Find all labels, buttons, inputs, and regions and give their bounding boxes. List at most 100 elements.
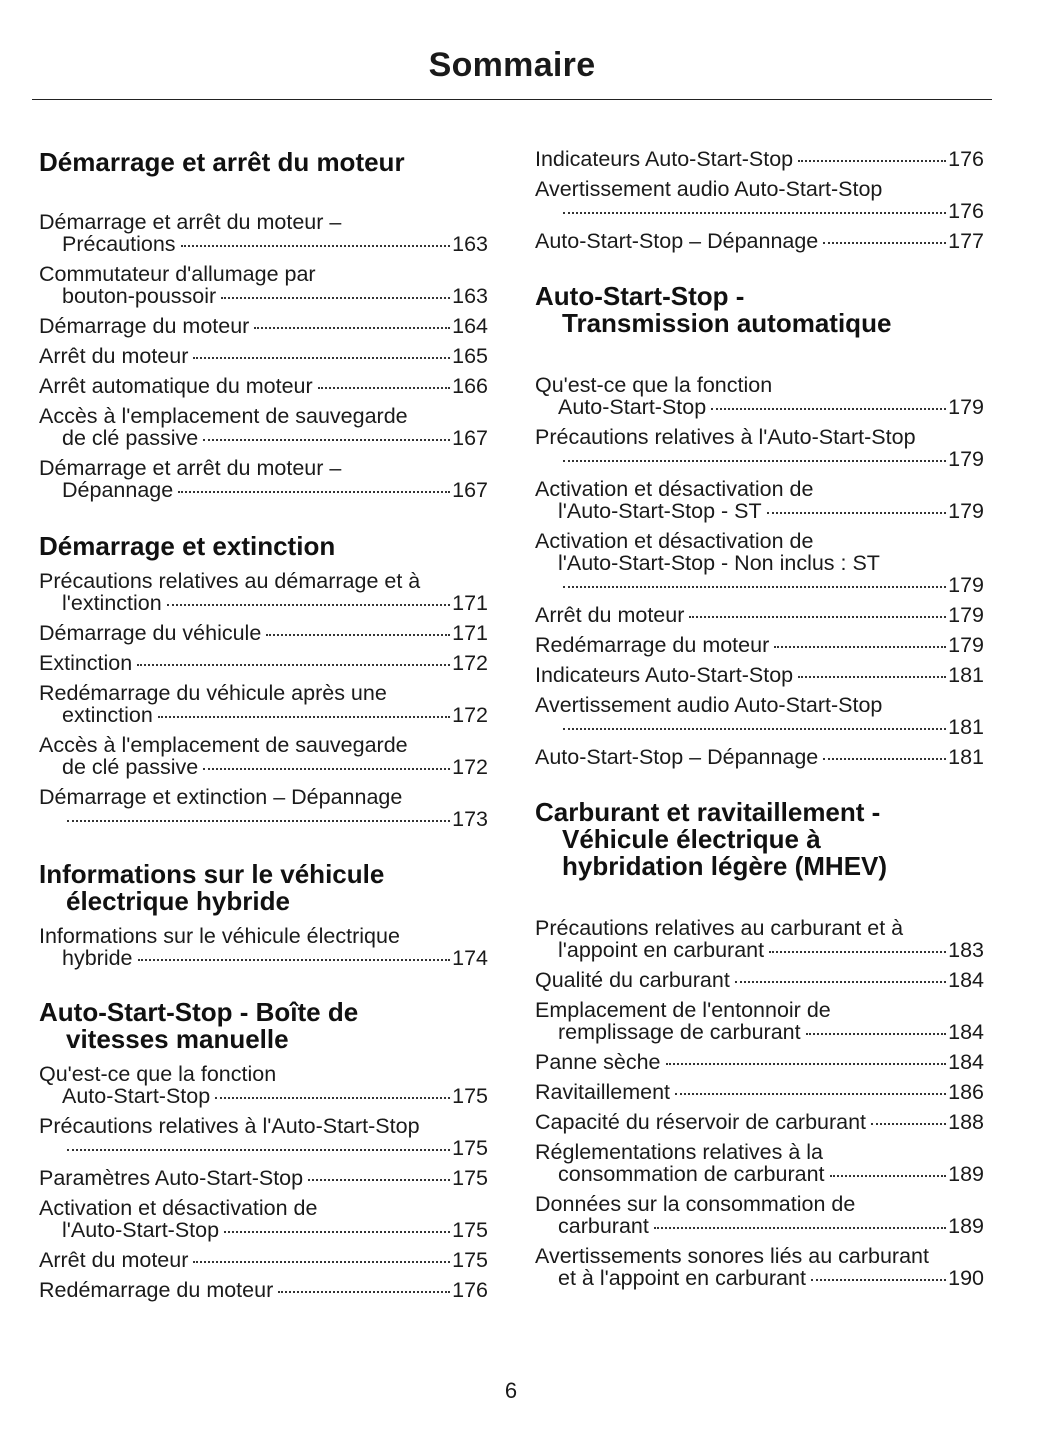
entry-title[interactable]: Auto-Start-Stop <box>62 1084 211 1108</box>
entry-title[interactable]: Qu'est-ce que la fonction <box>535 373 773 397</box>
entry-title[interactable]: Redémarrage du moteur <box>535 633 770 657</box>
toc-entry[interactable]: Démarrage et extinction – Dépannage 173 <box>39 786 488 830</box>
entry-title[interactable]: Précautions relatives à l'Auto-Start-Sto… <box>39 1114 420 1138</box>
entry-page[interactable]: 188 <box>948 1110 984 1134</box>
toc-entry[interactable]: Arrêt automatique du moteur 166 <box>39 375 488 397</box>
entry-page[interactable]: 171 <box>452 621 488 645</box>
entry-title[interactable]: l'Auto-Start-Stop - ST <box>558 499 762 523</box>
toc-entry[interactable]: Qu'est-ce que la fonction Auto-Start-Stop… <box>39 1063 488 1107</box>
toc-entry[interactable]: Commutateur d'allumage par bouton-poussoi… <box>39 263 488 307</box>
entry-title[interactable]: remplissage de carburant <box>558 1020 801 1044</box>
entry-title[interactable]: Démarrage du moteur <box>39 314 250 338</box>
entry-page[interactable]: 190 <box>948 1266 984 1290</box>
toc-entry[interactable]: Auto-Start-Stop – Dépannage 181 <box>535 746 984 768</box>
toc-entry[interactable]: Paramètres Auto-Start-Stop 175 <box>39 1167 488 1189</box>
entry-page[interactable]: 186 <box>948 1080 984 1104</box>
toc-entry[interactable]: Emplacement de l'entonnoir de remplissage… <box>535 999 984 1043</box>
entry-title[interactable]: Extinction <box>39 651 133 675</box>
entry-title[interactable]: de clé passive <box>62 426 199 450</box>
entry-title[interactable]: Commutateur d'allumage par <box>39 262 316 286</box>
entry-title[interactable]: consommation de carburant <box>558 1162 825 1186</box>
toc-entry[interactable]: Qualité du carburant 184 <box>535 969 984 991</box>
entry-page[interactable]: 173 <box>452 807 488 831</box>
entry-title[interactable]: l'appoint en carburant <box>558 938 765 962</box>
entry-title[interactable]: Indicateurs Auto-Start-Stop <box>535 147 794 171</box>
toc-entry[interactable]: Informations sur le véhicule électrique h… <box>39 925 488 969</box>
entry-title[interactable]: Qu'est-ce que la fonction <box>39 1062 277 1086</box>
toc-entry[interactable]: Panne sèche 184 <box>535 1051 984 1073</box>
entry-title[interactable]: Démarrage et arrêt du moteur – <box>39 210 342 234</box>
entry-page[interactable]: 179 <box>948 395 984 419</box>
entry-page[interactable]: 172 <box>452 703 488 727</box>
entry-title[interactable]: Avertissement audio Auto-Start-Stop <box>535 177 883 201</box>
toc-entry[interactable]: Indicateurs Auto-Start-Stop 181 <box>535 664 984 686</box>
entry-page[interactable]: 183 <box>948 938 984 962</box>
entry-title[interactable]: l'Auto-Start-Stop - Non inclus : ST <box>558 551 880 575</box>
entry-title[interactable]: hybride <box>62 946 133 970</box>
entry-page[interactable]: 179 <box>948 633 984 657</box>
entry-title[interactable]: Accès à l'emplacement de sauvegarde <box>39 404 408 428</box>
entry-page[interactable]: 174 <box>452 946 488 970</box>
toc-entry[interactable]: Démarrage du moteur 164 <box>39 315 488 337</box>
entry-title[interactable]: carburant <box>558 1214 649 1238</box>
entry-page[interactable]: 181 <box>948 663 984 687</box>
entry-title[interactable]: Auto-Start-Stop – Dépannage <box>535 229 819 253</box>
entry-page[interactable]: 179 <box>948 447 984 471</box>
entry-title[interactable]: l'Auto-Start-Stop <box>62 1218 220 1242</box>
entry-page[interactable]: 179 <box>948 603 984 627</box>
entry-title[interactable]: Panne sèche <box>535 1050 661 1074</box>
entry-title[interactable]: Données sur la consommation de <box>535 1192 856 1216</box>
entry-title[interactable]: Auto-Start-Stop – Dépannage <box>535 745 819 769</box>
toc-entry[interactable]: Activation et désactivation de l'Auto-Sta… <box>39 1197 488 1241</box>
toc-entry[interactable]: Ravitaillement 186 <box>535 1081 984 1103</box>
entry-title[interactable]: Précautions relatives au carburant et à <box>535 916 904 940</box>
entry-title[interactable]: Avertissements sonores liés au carburant <box>535 1244 929 1268</box>
entry-title[interactable]: Qualité du carburant <box>535 968 730 992</box>
entry-title[interactable]: Activation et désactivation de <box>39 1196 318 1220</box>
entry-page[interactable]: 176 <box>452 1278 488 1302</box>
entry-title[interactable]: Démarrage et extinction – Dépannage <box>39 785 403 809</box>
entry-page[interactable]: 166 <box>452 374 488 398</box>
entry-title[interactable]: Capacité du réservoir de carburant <box>535 1110 867 1134</box>
entry-page[interactable]: 181 <box>948 745 984 769</box>
toc-entry[interactable]: Avertissement audio Auto-Start-Stop 176 <box>535 178 984 222</box>
toc-entry[interactable]: Arrêt du moteur 165 <box>39 345 488 367</box>
entry-title[interactable]: Arrêt du moteur <box>39 344 189 368</box>
entry-page[interactable]: 171 <box>452 591 488 615</box>
toc-entry[interactable]: Redémarrage du véhicule après une extinct… <box>39 682 488 726</box>
toc-entry[interactable]: Qu'est-ce que la fonction Auto-Start-Stop… <box>535 374 984 418</box>
entry-page[interactable]: 175 <box>452 1084 488 1108</box>
entry-page[interactable]: 175 <box>452 1248 488 1272</box>
entry-title[interactable]: Indicateurs Auto-Start-Stop <box>535 663 794 687</box>
toc-entry[interactable]: Capacité du réservoir de carburant 188 <box>535 1111 984 1133</box>
entry-title[interactable]: Paramètres Auto-Start-Stop <box>39 1166 304 1190</box>
entry-title[interactable]: Précautions relatives à l'Auto-Start-Sto… <box>535 425 916 449</box>
entry-title[interactable]: Emplacement de l'entonnoir de <box>535 998 831 1022</box>
entry-title[interactable]: extinction <box>62 703 153 727</box>
entry-page[interactable]: 163 <box>452 284 488 308</box>
entry-page[interactable]: 172 <box>452 755 488 779</box>
entry-page[interactable]: 167 <box>452 426 488 450</box>
entry-title[interactable]: Avertissement audio Auto-Start-Stop <box>535 693 883 717</box>
toc-entry[interactable]: Activation et désactivation de l'Auto-Sta… <box>535 478 984 522</box>
entry-title[interactable]: Activation et désactivation de <box>535 529 814 553</box>
entry-page[interactable]: 164 <box>452 314 488 338</box>
entry-title[interactable]: Ravitaillement <box>535 1080 671 1104</box>
toc-entry[interactable]: Arrêt du moteur 179 <box>535 604 984 626</box>
toc-entry[interactable]: Accès à l'emplacement de sauvegarde de cl… <box>39 405 488 449</box>
entry-title[interactable]: Précautions <box>62 232 176 256</box>
entry-page[interactable]: 172 <box>452 651 488 675</box>
entry-page[interactable]: 189 <box>948 1214 984 1238</box>
toc-entry[interactable]: Arrêt du moteur 175 <box>39 1249 488 1271</box>
entry-title[interactable]: Arrêt du moteur <box>39 1248 189 1272</box>
toc-entry[interactable]: Activation et désactivation de l'Auto-Sta… <box>535 530 984 596</box>
toc-entry[interactable]: Redémarrage du moteur 179 <box>535 634 984 656</box>
toc-entry[interactable]: Réglementations relatives à la consommati… <box>535 1141 984 1185</box>
entry-page[interactable]: 177 <box>948 229 984 253</box>
entry-title[interactable]: Dépannage <box>62 478 174 502</box>
toc-entry[interactable]: Démarrage et arrêt du moteur – Dépannage 1… <box>39 457 488 501</box>
entry-page[interactable]: 175 <box>452 1166 488 1190</box>
entry-title[interactable]: Redémarrage du moteur <box>39 1278 274 1302</box>
